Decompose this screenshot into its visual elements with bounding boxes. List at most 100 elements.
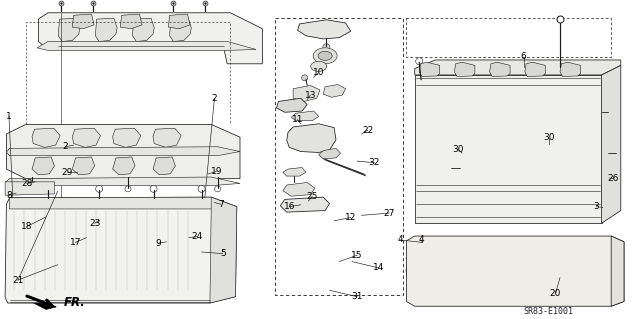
Circle shape	[45, 185, 51, 192]
Ellipse shape	[13, 255, 41, 281]
Circle shape	[426, 67, 433, 74]
Polygon shape	[72, 157, 95, 175]
Circle shape	[547, 166, 552, 171]
Polygon shape	[319, 148, 340, 159]
Ellipse shape	[47, 224, 61, 242]
Polygon shape	[293, 85, 320, 101]
Polygon shape	[291, 111, 319, 121]
Polygon shape	[153, 157, 175, 175]
Text: 8: 8	[6, 191, 12, 200]
Circle shape	[545, 164, 553, 173]
Ellipse shape	[64, 219, 86, 247]
Circle shape	[214, 186, 221, 192]
Ellipse shape	[543, 138, 555, 155]
Text: 31: 31	[351, 292, 363, 301]
Circle shape	[462, 256, 490, 285]
Polygon shape	[283, 167, 306, 176]
Ellipse shape	[318, 51, 332, 60]
Circle shape	[497, 67, 503, 74]
Polygon shape	[276, 98, 307, 112]
Ellipse shape	[486, 121, 493, 135]
Circle shape	[37, 160, 49, 171]
Polygon shape	[283, 182, 315, 196]
Circle shape	[564, 64, 576, 76]
Text: 13: 13	[305, 91, 316, 100]
Circle shape	[177, 27, 186, 36]
Circle shape	[66, 27, 75, 36]
Text: 10: 10	[313, 68, 324, 77]
Text: 27: 27	[383, 209, 395, 218]
Ellipse shape	[108, 259, 125, 277]
Polygon shape	[58, 18, 80, 41]
Circle shape	[415, 238, 423, 246]
Polygon shape	[168, 14, 190, 29]
Polygon shape	[120, 14, 142, 29]
Circle shape	[324, 26, 329, 31]
Ellipse shape	[18, 259, 36, 277]
Circle shape	[417, 240, 421, 244]
Ellipse shape	[106, 223, 123, 243]
Text: 15: 15	[351, 251, 363, 260]
Circle shape	[458, 253, 494, 288]
Text: 30: 30	[452, 145, 463, 154]
Polygon shape	[5, 197, 237, 303]
Circle shape	[125, 186, 131, 192]
Ellipse shape	[147, 223, 163, 243]
Circle shape	[323, 44, 330, 51]
Polygon shape	[298, 20, 351, 39]
Circle shape	[122, 134, 128, 141]
Circle shape	[139, 19, 149, 29]
Circle shape	[79, 131, 90, 143]
Text: 14: 14	[373, 263, 385, 272]
Circle shape	[103, 27, 112, 36]
Ellipse shape	[152, 259, 170, 277]
Circle shape	[77, 160, 89, 171]
Ellipse shape	[424, 99, 436, 118]
Circle shape	[609, 300, 613, 303]
Ellipse shape	[28, 223, 44, 243]
Text: 30: 30	[543, 133, 555, 142]
Circle shape	[606, 148, 616, 158]
Ellipse shape	[87, 224, 101, 242]
Polygon shape	[210, 197, 237, 303]
Text: 32: 32	[369, 158, 380, 167]
Polygon shape	[32, 128, 60, 147]
Ellipse shape	[163, 220, 184, 246]
Text: 16: 16	[284, 202, 295, 211]
Circle shape	[68, 29, 73, 34]
Circle shape	[305, 131, 321, 147]
Ellipse shape	[461, 134, 479, 160]
Circle shape	[478, 240, 482, 244]
Circle shape	[161, 162, 167, 168]
Text: 2: 2	[212, 94, 217, 103]
Circle shape	[550, 253, 586, 288]
Polygon shape	[419, 62, 440, 77]
Text: 22: 22	[362, 126, 374, 135]
Circle shape	[461, 67, 468, 74]
Circle shape	[150, 185, 157, 192]
Ellipse shape	[124, 220, 144, 246]
Circle shape	[80, 162, 86, 168]
Circle shape	[545, 247, 593, 294]
Ellipse shape	[446, 121, 454, 135]
Ellipse shape	[84, 220, 104, 246]
Text: 7: 7	[218, 200, 223, 209]
Circle shape	[176, 19, 186, 29]
Circle shape	[459, 64, 470, 76]
Text: 4: 4	[397, 235, 403, 244]
Ellipse shape	[24, 219, 46, 247]
Circle shape	[38, 131, 50, 143]
Ellipse shape	[313, 48, 337, 64]
Ellipse shape	[540, 134, 558, 160]
Circle shape	[119, 131, 131, 143]
Polygon shape	[37, 41, 256, 50]
Polygon shape	[38, 13, 262, 64]
Circle shape	[301, 75, 308, 81]
Circle shape	[529, 64, 541, 76]
Polygon shape	[5, 177, 240, 186]
Circle shape	[607, 297, 615, 306]
Circle shape	[504, 253, 540, 288]
Ellipse shape	[63, 259, 81, 277]
Text: 28: 28	[21, 179, 33, 188]
Circle shape	[607, 238, 615, 246]
